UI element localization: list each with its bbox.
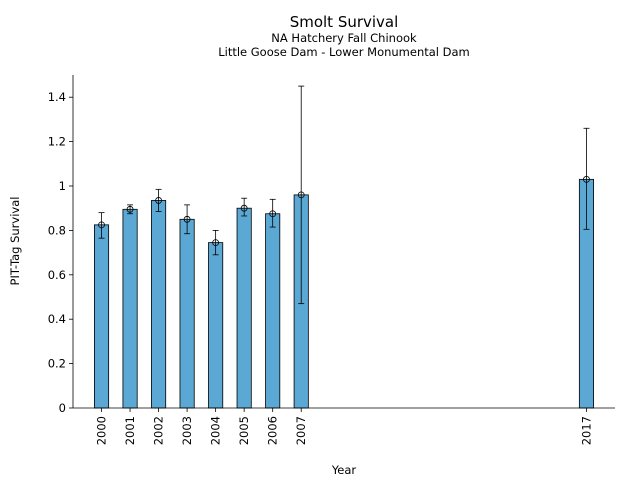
y-tick-label-0.6: 0.6 [48,268,66,282]
point-2005 [240,204,248,212]
y-axis: 0 0.2 0.4 0.6 0.8 1 1.2 1.4 [48,75,74,415]
bar-2002 [151,200,167,409]
point-2017 [583,175,590,183]
chart-subtitle-1: NA Hatchery Fall Chinook [271,31,417,45]
point-2007 [297,191,305,199]
chart-subtitle-2: Little Goose Dam - Lower Monumental Dam [218,45,470,59]
bar-2003 [179,218,195,409]
x-tick-label-2001: 2001 [123,416,137,445]
point-2006 [269,210,277,218]
y-tick-label-0.2: 0.2 [48,357,66,371]
y-axis-label: PIT-Tag Survival [8,197,22,286]
x-tick-label-2006: 2006 [266,416,280,445]
error-bars-group [98,85,590,305]
x-tick-label-2002: 2002 [152,416,166,445]
x-axis-label: Year [331,463,357,477]
x-tick-label-2005: 2005 [237,416,251,445]
point-2002 [155,197,162,204]
y-tick-label-1: 1 [59,179,66,193]
point-2003 [183,215,191,223]
bar-2005 [236,207,252,409]
x-tick-label-2000: 2000 [95,416,109,445]
y-tick-label-0: 0 [59,401,66,415]
bars-group [93,178,595,409]
bar-2001 [122,208,138,409]
bar-2000 [93,224,110,409]
y-tick-label-1.4: 1.4 [48,90,66,104]
bar-2006 [265,213,281,409]
point-2004 [212,239,220,247]
x-axis: 2000 2001 2002 2003 2004 2005 2006 2007 2017 [73,407,615,445]
x-tick-label-2007: 2007 [294,416,308,445]
x-tick-label-2017: 2017 [579,416,593,445]
y-tick-label-0.4: 0.4 [48,312,66,326]
bar-2004 [208,242,224,409]
x-tick-label-2003: 2003 [180,416,194,445]
point-2000 [98,221,105,229]
x-tick-label-2004: 2004 [209,416,223,445]
y-tick-label-1.2: 1.2 [48,135,66,149]
point-2001 [126,205,134,213]
y-tick-label-0.8: 0.8 [48,223,66,237]
chart-title: Smolt Survival [289,13,399,31]
